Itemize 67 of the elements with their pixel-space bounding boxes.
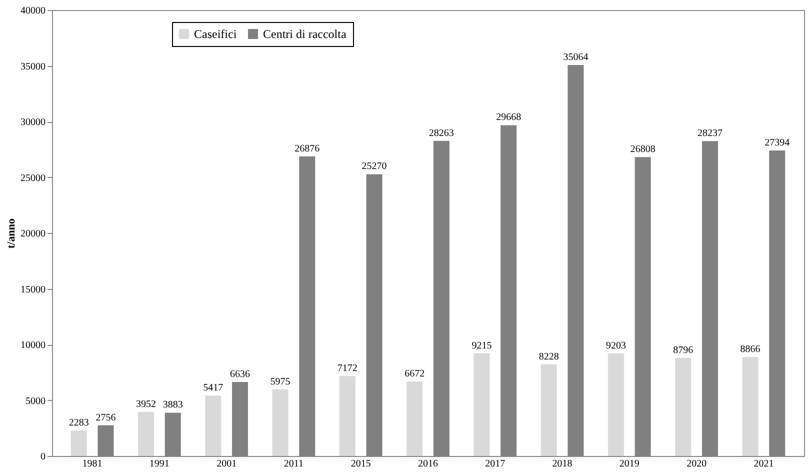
y-tick-label: 10000 <box>20 340 46 351</box>
data-label: 5417 <box>203 382 224 394</box>
data-label: 8796 <box>673 344 694 356</box>
x-tick-label: 2016 <box>418 458 438 470</box>
bar <box>366 174 382 456</box>
data-label: 8228 <box>538 351 559 362</box>
x-tick-label: 2019 <box>619 458 640 470</box>
data-label: 6672 <box>404 368 425 380</box>
legend-label: Centri di raccolta <box>263 27 347 41</box>
y-tick-label: 5000 <box>26 396 46 407</box>
data-label: 25270 <box>362 161 387 172</box>
data-label: 2283 <box>68 418 89 429</box>
y-axis-title: t/anno <box>6 218 18 248</box>
data-label: 6636 <box>230 369 250 380</box>
data-label: 5975 <box>270 376 290 388</box>
x-tick-label: 2011 <box>284 458 304 470</box>
data-label: 3952 <box>136 398 156 410</box>
bar <box>299 156 316 456</box>
bar <box>742 357 758 456</box>
data-label: 3883 <box>162 400 183 411</box>
data-label: 9215 <box>472 340 492 352</box>
x-tick-label: 2001 <box>216 458 237 470</box>
x-tick-label: 2018 <box>552 458 572 470</box>
y-tick-label: 35000 <box>20 61 46 72</box>
x-tick-label: 2021 <box>754 458 774 470</box>
data-label: 28263 <box>428 128 454 139</box>
data-label: 9203 <box>606 340 626 352</box>
bar <box>568 65 584 456</box>
data-label: 28237 <box>698 128 722 140</box>
data-label: 26808 <box>630 144 656 156</box>
bar <box>70 430 87 456</box>
bar <box>232 382 248 456</box>
bar <box>500 125 517 456</box>
x-tick-label: 1981 <box>82 458 102 470</box>
y-tick-label: 25000 <box>20 172 46 184</box>
x-tick-label: 2015 <box>350 458 371 470</box>
bar <box>675 358 692 456</box>
data-label: 8866 <box>740 344 760 356</box>
y-tick-label: 30000 <box>20 117 46 128</box>
data-label: 26876 <box>294 143 320 154</box>
bar <box>433 140 450 456</box>
y-tick-label: 0 <box>40 452 46 462</box>
bar <box>272 389 288 456</box>
bar <box>634 157 651 456</box>
legend-label: Caseifici <box>194 27 238 41</box>
data-label: 27394 <box>764 138 790 149</box>
bar <box>138 412 154 456</box>
bar <box>205 396 222 456</box>
bar <box>540 364 557 456</box>
bar <box>608 353 624 456</box>
data-label: 35064 <box>563 52 588 64</box>
y-tick-label: 40000 <box>20 6 46 16</box>
bar <box>339 376 356 456</box>
bar <box>164 412 181 456</box>
bar <box>474 353 490 456</box>
bar <box>406 382 423 456</box>
bar <box>769 150 786 456</box>
x-tick-label: 1991 <box>149 458 170 470</box>
y-tick-label: 20000 <box>20 228 46 240</box>
y-tick-label: 15000 <box>20 284 46 296</box>
bar <box>98 425 114 456</box>
data-label: 2756 <box>96 412 116 424</box>
data-label: 29668 <box>496 112 522 124</box>
bar <box>702 141 718 456</box>
x-tick-label: 2017 <box>485 458 506 470</box>
x-tick-label: 2020 <box>686 458 707 470</box>
data-label: 7172 <box>337 363 358 374</box>
